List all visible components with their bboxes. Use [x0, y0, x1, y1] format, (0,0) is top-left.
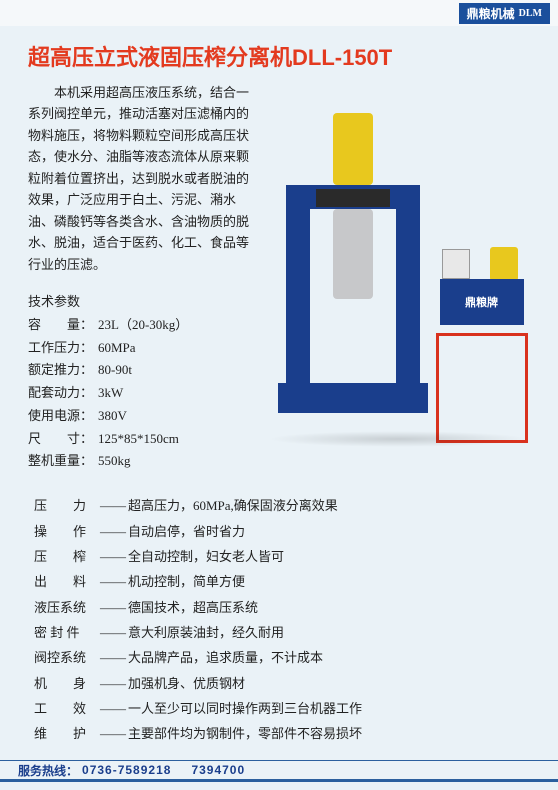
feature-label: 工 效: [34, 696, 100, 721]
press-column-left: [286, 203, 310, 383]
spec-label: 尺 寸：: [28, 428, 98, 451]
spec-row: 容 量：23L（20-30kg）: [28, 314, 257, 337]
press-machine: [278, 153, 428, 413]
specs-title: 技术参数: [28, 291, 257, 310]
feature-row: 阀控系统——大品牌产品，追求质量，不计成本: [34, 645, 530, 670]
feature-value: 自动启停，省时省力: [128, 519, 245, 544]
control-box: [442, 249, 470, 279]
spec-value: 380V: [98, 405, 127, 428]
spec-label: 额定推力：: [28, 359, 98, 382]
feature-label: 机 身: [34, 671, 100, 696]
pump-stand: 鼎粮牌: [436, 303, 528, 443]
spec-row: 额定推力：80-90t: [28, 359, 257, 382]
feature-label: 压 力: [34, 493, 100, 518]
description: 本机采用超高压液压系统，结合一系列阀控单元，推动活塞对压滤桶内的物料施压，将物料…: [28, 82, 257, 275]
feature-value: 主要部件均为钢制件，零部件不容易损坏: [128, 721, 362, 746]
spec-label: 使用电源：: [28, 405, 98, 428]
feature-value: 意大利原装油封，经久耐用: [128, 620, 284, 645]
press-column-right: [396, 203, 420, 383]
feature-dash: ——: [100, 595, 126, 620]
feature-row: 密 封 件——意大利原装油封，经久耐用: [34, 620, 530, 645]
spec-row: 整机重量：550kg: [28, 450, 257, 473]
feature-label: 维 护: [34, 721, 100, 746]
feature-dash: ——: [100, 696, 126, 721]
spec-value: 125*85*150cm: [98, 428, 179, 451]
feature-label: 压 榨: [34, 544, 100, 569]
spec-label: 容 量：: [28, 314, 98, 337]
feature-value: 超高压力，60MPa,确保固液分离效果: [128, 493, 338, 518]
feature-row: 操 作——自动启停，省时省力: [34, 519, 530, 544]
feature-dash: ——: [100, 519, 126, 544]
feature-row: 压 力——超高压力，60MPa,确保固液分离效果: [34, 493, 530, 518]
feature-value: 一人至少可以同时操作两到三台机器工作: [128, 696, 362, 721]
feature-label: 液压系统: [34, 595, 100, 620]
spec-value: 3kW: [98, 382, 123, 405]
footer: 服务热线： 0736-7589218 7394700: [0, 760, 558, 782]
hotline-label: 服务热线：: [18, 762, 78, 779]
feature-label: 阀控系统: [34, 645, 100, 670]
brand-logo: DLM: [519, 8, 542, 19]
pump-tank: 鼎粮牌: [440, 279, 524, 325]
brand-tag: 鼎粮机械 DLM: [459, 3, 550, 24]
feature-row: 机 身——加强机身、优质钢材: [34, 671, 530, 696]
feature-row: 维 护——主要部件均为钢制件，零部件不容易损坏: [34, 721, 530, 746]
page-title: 超高压立式液固压榨分离机DLL-150T: [0, 26, 558, 82]
feature-dash: ——: [100, 544, 126, 569]
feature-dash: ——: [100, 620, 126, 645]
feature-row: 出 料——机动控制，简单方便: [34, 569, 530, 594]
specs-list: 容 量：23L（20-30kg）工作压力：60MPa额定推力：80-90t配套动…: [28, 314, 257, 473]
spec-label: 整机重量：: [28, 450, 98, 473]
feature-value: 全自动控制，妇女老人皆可: [128, 544, 284, 569]
feature-value: 德国技术，超高压系统: [128, 595, 258, 620]
brand-name: 鼎粮机械: [467, 5, 515, 22]
shadow: [268, 431, 528, 447]
top-banner: 鼎粮机械 DLM: [0, 0, 558, 26]
stand-frame: [436, 333, 528, 443]
feature-value: 机动控制，简单方便: [128, 569, 245, 594]
spec-row: 使用电源：380V: [28, 405, 257, 428]
feature-label: 密 封 件: [34, 620, 100, 645]
spec-value: 23L（20-30kg）: [98, 314, 188, 337]
text-column: 本机采用超高压液压系统，结合一系列阀控单元，推动活塞对压滤桶内的物料施压，将物料…: [28, 82, 257, 473]
features-list: 压 力——超高压力，60MPa,确保固液分离效果操 作——自动启停，省时省力压 …: [0, 473, 558, 746]
feature-dash: ——: [100, 671, 126, 696]
hotline-phone-1: 0736-7589218: [82, 763, 171, 777]
product-image: 鼎粮牌: [265, 82, 530, 473]
spec-value: 80-90t: [98, 359, 132, 382]
spec-value: 550kg: [98, 450, 131, 473]
feature-dash: ——: [100, 569, 126, 594]
feature-row: 工 效——一人至少可以同时操作两到三台机器工作: [34, 696, 530, 721]
hydraulic-cylinder: [333, 113, 373, 185]
feature-row: 压 榨——全自动控制，妇女老人皆可: [34, 544, 530, 569]
control-panel: [316, 189, 390, 207]
feature-row: 液压系统——德国技术，超高压系统: [34, 595, 530, 620]
press-base: [278, 383, 428, 413]
feature-label: 出 料: [34, 569, 100, 594]
spec-label: 工作压力：: [28, 337, 98, 360]
feature-dash: ——: [100, 645, 126, 670]
brand-plate: 鼎粮牌: [465, 294, 498, 310]
spec-row: 配套动力：3kW: [28, 382, 257, 405]
feature-label: 操 作: [34, 519, 100, 544]
motor: [490, 247, 518, 281]
feature-value: 大品牌产品，追求质量，不计成本: [128, 645, 323, 670]
spec-row: 尺 寸：125*85*150cm: [28, 428, 257, 451]
body-wrap: 本机采用超高压液压系统，结合一系列阀控单元，推动活塞对压滤桶内的物料施压，将物料…: [0, 82, 558, 473]
spec-value: 60MPa: [98, 337, 136, 360]
spec-label: 配套动力：: [28, 382, 98, 405]
press-piston: [333, 209, 373, 299]
machine-illustration: 鼎粮牌: [268, 113, 528, 443]
feature-dash: ——: [100, 721, 126, 746]
feature-value: 加强机身、优质钢材: [128, 671, 245, 696]
spec-row: 工作压力：60MPa: [28, 337, 257, 360]
feature-dash: ——: [100, 493, 126, 518]
hotline-phone-2: 7394700: [191, 763, 245, 777]
